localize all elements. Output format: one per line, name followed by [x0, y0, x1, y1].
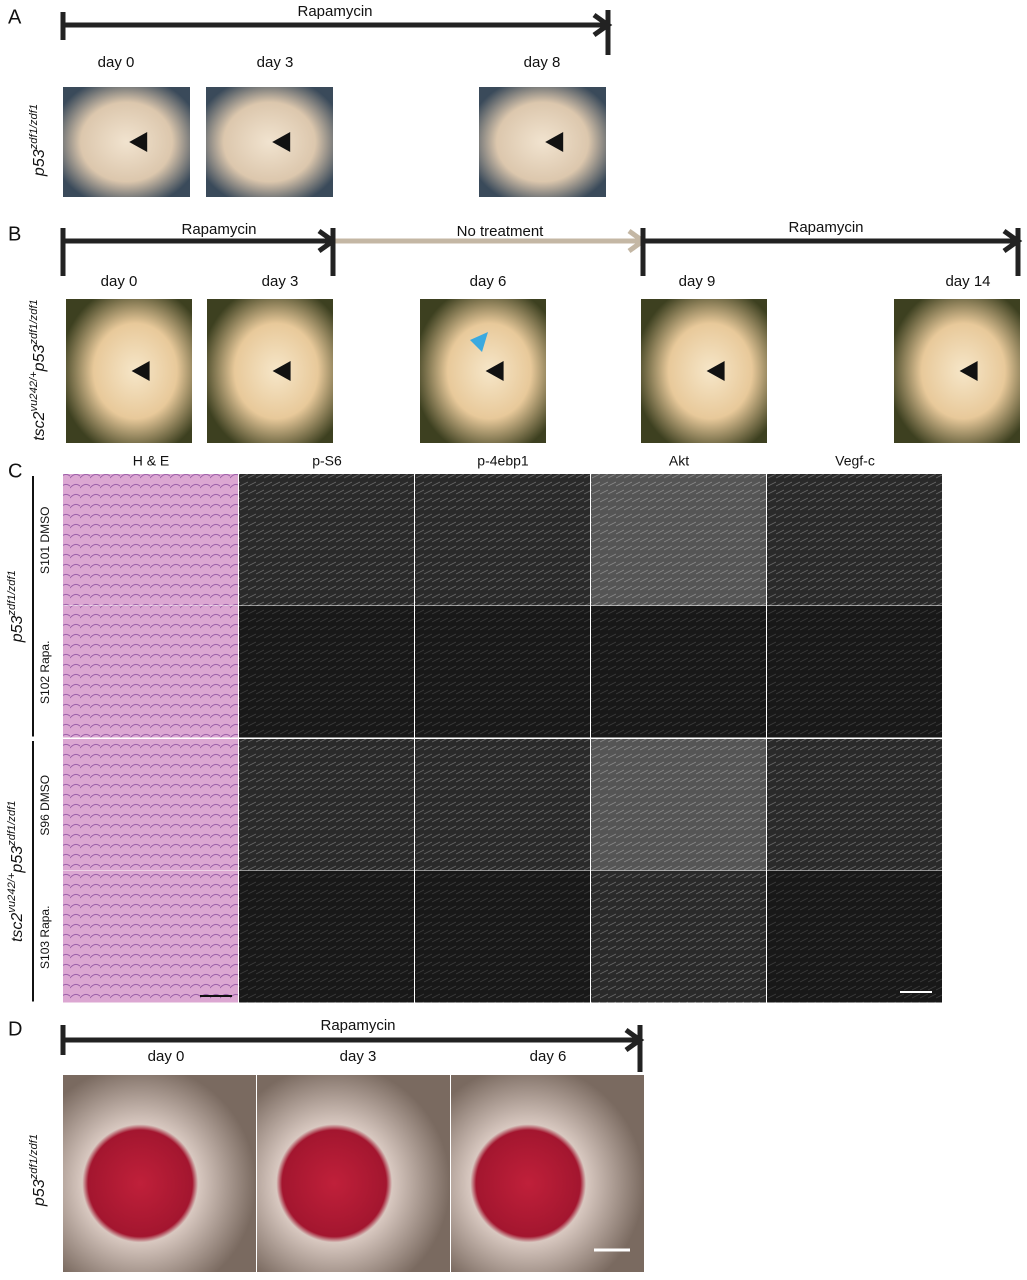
micrograph: [239, 474, 414, 606]
day-label: day 9: [679, 273, 716, 290]
row-label: S96 DMSO: [38, 775, 52, 836]
genotype-part: tsc2: [31, 411, 48, 440]
arrowhead-marker: [129, 132, 148, 152]
column-header: Akt: [669, 453, 689, 469]
genotype-part: p53: [31, 345, 48, 373]
photo: [63, 1075, 256, 1272]
treatment-label: Rapamycin: [788, 219, 863, 236]
arrowhead-marker: [706, 361, 725, 381]
row-label: S103 Rapa.: [38, 906, 52, 969]
genotype-part: zdf1/zdf1: [28, 1134, 40, 1180]
treatment-label: Rapamycin: [297, 3, 372, 20]
day-label: day 0: [101, 273, 138, 290]
column-header: Vegf-c: [835, 453, 875, 469]
genotype-part: vu242/+: [28, 371, 40, 412]
column-header: H & E: [133, 453, 170, 469]
photo: [207, 299, 333, 443]
arrowhead-marker: [485, 361, 504, 381]
micrograph: [415, 871, 590, 1003]
genotype-part: p53: [31, 1179, 48, 1207]
micrograph: [63, 474, 238, 606]
row-label: S102 Rapa.: [38, 641, 52, 704]
column-header: p-S6: [312, 453, 342, 469]
genotype-part: zdf1/zdf1: [6, 800, 18, 846]
micrograph: [63, 871, 238, 1003]
photo: [66, 299, 192, 443]
micrograph: [239, 606, 414, 738]
treatment-label: Rapamycin: [181, 221, 256, 238]
genotype-part: p53: [9, 846, 26, 874]
micrograph: [415, 739, 590, 871]
genotype-part: zdf1/zdf1: [28, 104, 40, 150]
micrograph: [767, 739, 942, 871]
photo: [479, 87, 606, 197]
micrograph: [767, 474, 942, 606]
photo: [420, 299, 546, 443]
micrograph: [591, 606, 766, 738]
micrograph: [63, 739, 238, 871]
genotype-label: p53zdf1/zdf1: [28, 1134, 48, 1207]
panel-letter: D: [8, 1018, 22, 1040]
genotype-part: tsc2: [9, 913, 26, 942]
panel-letter: B: [8, 223, 21, 245]
treatment-label: No treatment: [457, 223, 545, 240]
photo: [641, 299, 767, 443]
genotype-part: p53: [9, 616, 26, 644]
day-label: day 0: [148, 1048, 185, 1065]
micrograph: [591, 871, 766, 1003]
day-label: day 3: [257, 54, 294, 71]
arrowhead-marker: [272, 132, 291, 152]
panel-letter: C: [8, 460, 22, 482]
micrograph: [767, 606, 942, 738]
day-label: day 6: [530, 1048, 567, 1065]
micrograph: [415, 474, 590, 606]
photo: [894, 299, 1020, 443]
day-label: day 0: [98, 54, 135, 71]
day-label: day 3: [262, 273, 299, 290]
photo: [451, 1075, 644, 1272]
photo: [257, 1075, 450, 1272]
genotype-label: p53zdf1/zdf1: [6, 570, 26, 643]
micrograph: [63, 606, 238, 738]
genotype-part: vu242/+: [6, 872, 18, 913]
blue-marker: [470, 332, 488, 352]
photo: [206, 87, 333, 197]
photo: [63, 87, 190, 197]
day-label: day 8: [524, 54, 561, 71]
genotype-part: zdf1/zdf1: [6, 570, 18, 616]
row-label: S101 DMSO: [38, 507, 52, 574]
micrograph: [591, 739, 766, 871]
genotype-label: tsc2vu242/+p53zdf1/zdf1: [6, 800, 26, 942]
micrograph: [767, 871, 942, 1003]
column-header: p-4ebp1: [477, 453, 529, 469]
arrowhead-marker: [272, 361, 291, 381]
day-label: day 6: [470, 273, 507, 290]
genotype-label: p53zdf1/zdf1: [28, 104, 48, 177]
day-label: day 14: [945, 273, 990, 290]
micrograph: [591, 474, 766, 606]
arrowhead-marker: [959, 361, 978, 381]
micrograph: [239, 871, 414, 1003]
genotype-part: zdf1/zdf1: [28, 299, 40, 345]
genotype-part: p53: [31, 149, 48, 177]
arrowhead-marker: [131, 361, 150, 381]
panel-letter: A: [8, 6, 22, 28]
day-label: day 3: [340, 1048, 377, 1065]
treatment-label: Rapamycin: [320, 1017, 395, 1034]
genotype-label: tsc2vu242/+p53zdf1/zdf1: [28, 299, 48, 441]
micrograph: [239, 739, 414, 871]
micrograph: [415, 606, 590, 738]
arrowhead-marker: [545, 132, 564, 152]
